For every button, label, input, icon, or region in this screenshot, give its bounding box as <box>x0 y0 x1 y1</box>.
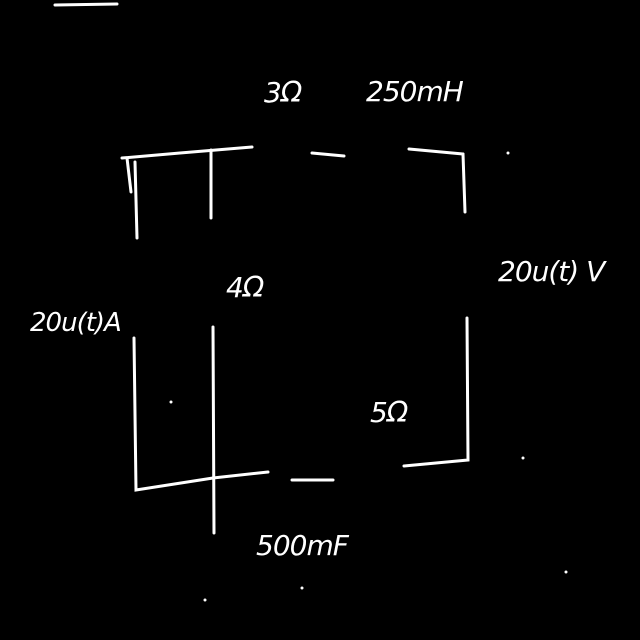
label-middle-resistor: 4Ω <box>226 271 265 304</box>
wire-right-upper <box>461 152 467 214</box>
label-bottom-resistor: 5Ω <box>370 396 409 429</box>
speck <box>521 456 525 460</box>
wire-left-lower <box>132 336 270 492</box>
label-voltage-source: 20u(t) V <box>498 255 607 288</box>
speck <box>564 570 568 574</box>
speck <box>300 586 304 590</box>
wire-right-lower <box>402 316 470 468</box>
wire-left-upper <box>133 160 139 240</box>
label-top-resistor: 3Ω <box>264 76 303 109</box>
label-bottom-capacitor: 500mF <box>256 529 350 562</box>
label-top-inductor: 250mH <box>366 75 464 108</box>
wire-top-middle <box>310 151 346 158</box>
speck <box>169 400 173 404</box>
wire-top-left-tick <box>125 156 133 194</box>
wire-top-right <box>407 147 465 156</box>
stray-mark-top <box>53 2 119 7</box>
wire-top-left <box>120 145 254 160</box>
speck <box>506 151 510 155</box>
wire-middle-lower <box>211 325 216 535</box>
label-current-source: 20u(t)A <box>30 308 121 338</box>
speck <box>203 598 207 602</box>
